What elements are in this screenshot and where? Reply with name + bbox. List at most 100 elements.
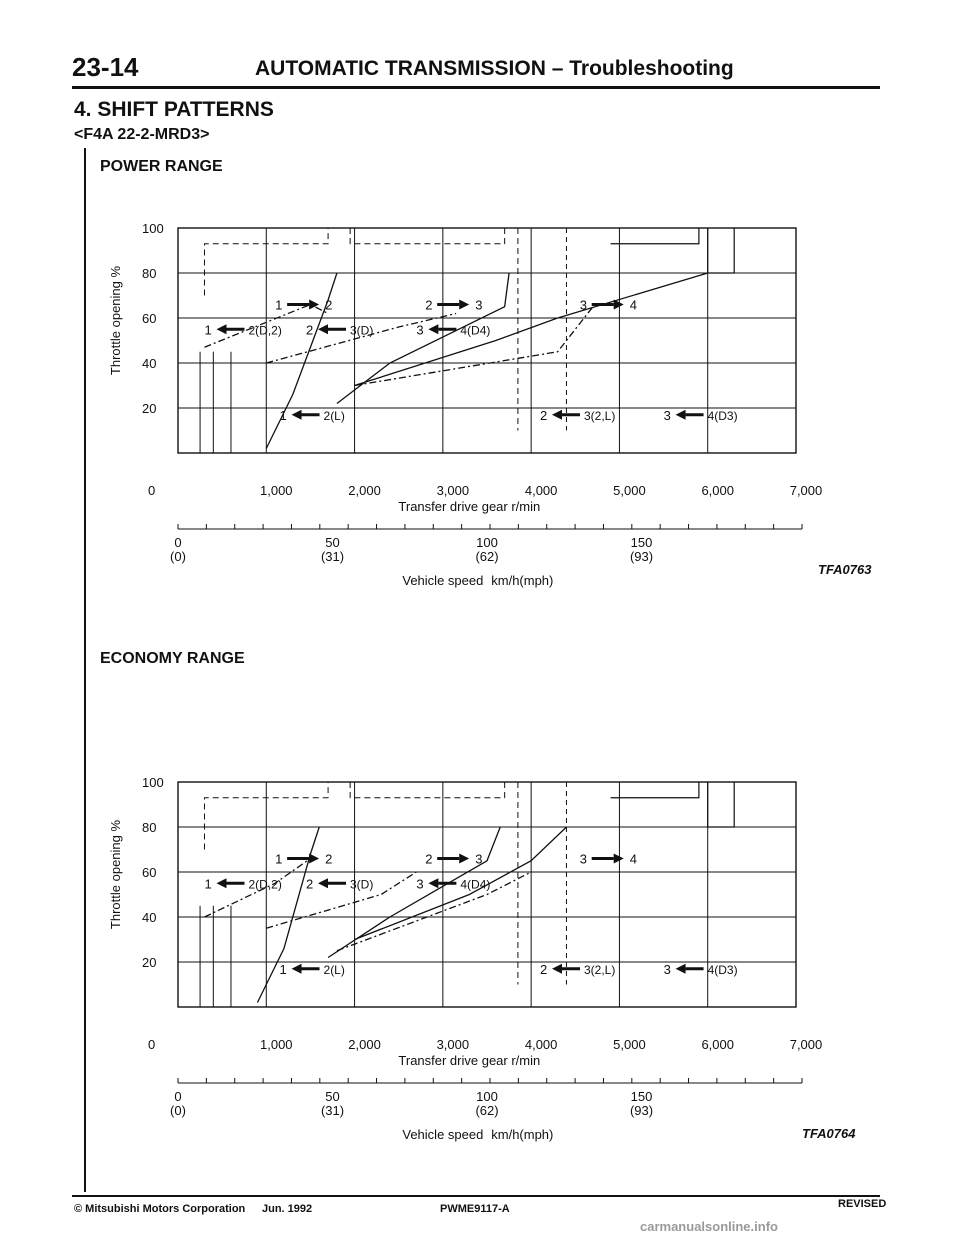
speed-tick-label: 150 bbox=[631, 535, 653, 550]
label-up-1-2-to: 2 bbox=[325, 852, 332, 867]
label-down-4-3-to: 3 bbox=[416, 876, 423, 891]
label-down-4d3-3-to: 3 bbox=[664, 408, 671, 423]
label-up-1-2-from: 1 bbox=[275, 852, 282, 867]
header-title: AUTOMATIC TRANSMISSION – Troubleshooting bbox=[255, 57, 734, 80]
x-tick-label: 4,000 bbox=[525, 1037, 558, 1052]
y-tick-label: 80 bbox=[142, 820, 156, 835]
shift-curve-3-2-downshift bbox=[266, 871, 417, 929]
label-down-2-1-from: 2(D,2) bbox=[248, 323, 281, 337]
footer-copyright: © Mitsubishi Motors Corporation bbox=[74, 1203, 246, 1215]
label-down-3-2-from: 3(D) bbox=[350, 877, 373, 891]
y-tick-label: 40 bbox=[142, 356, 156, 371]
label-down-32l-2-to: 2 bbox=[540, 962, 547, 977]
header-rule bbox=[72, 86, 880, 89]
speed-axis-unit: km/h(mph) bbox=[491, 573, 553, 588]
shift-curve-1-2-upshift bbox=[265, 272, 338, 449]
speed-tick-label-mph: (93) bbox=[630, 1103, 653, 1118]
economy-figure-code: TFA0764 bbox=[802, 1126, 856, 1141]
power-range-title: POWER RANGE bbox=[100, 158, 223, 175]
speed-tick-label-mph: (62) bbox=[475, 549, 498, 564]
label-up-2-3-to: 3 bbox=[475, 852, 482, 867]
label-up-2-3-to: 3 bbox=[475, 298, 482, 313]
label-down-2l-1-to: 1 bbox=[280, 408, 287, 423]
footer-rule bbox=[72, 1195, 880, 1197]
label-up-1-2-to: 2 bbox=[325, 298, 332, 313]
x-tick-label: 2,000 bbox=[348, 1037, 381, 1052]
y-tick-label: 80 bbox=[142, 266, 156, 281]
x-tick-label: 3,000 bbox=[437, 1037, 470, 1052]
y-tick-label: 100 bbox=[142, 775, 164, 790]
arrow-down-4d3-3-head bbox=[675, 409, 686, 420]
footer-date: Jun. 1992 bbox=[262, 1203, 313, 1215]
footer-pub-code: PWME9117-A bbox=[440, 1203, 510, 1215]
wot-boundary bbox=[707, 228, 735, 274]
model-code: <F4A 22-2-MRD3> bbox=[74, 126, 210, 143]
label-up-3-4-from: 3 bbox=[580, 298, 587, 313]
x-axis-label: Transfer drive gear r/min bbox=[398, 1053, 540, 1068]
x-tick-label: 1,000 bbox=[260, 1037, 293, 1052]
arrow-up-1-2-head bbox=[309, 853, 320, 864]
arrow-down-2l-1-head bbox=[291, 409, 302, 420]
y-tick-label: 0 bbox=[148, 483, 155, 498]
label-down-4d3-3-from: 4(D3) bbox=[708, 963, 738, 977]
speed-axis-label: Vehicle speed bbox=[402, 573, 483, 588]
arrow-up-3-4-head bbox=[613, 299, 624, 310]
economy-range-title: ECONOMY RANGE bbox=[100, 650, 245, 667]
arrow-down-32l-2-head bbox=[551, 409, 562, 420]
arrow-down-4-3-head bbox=[428, 878, 439, 889]
power-figure-code: TFA0763 bbox=[818, 562, 872, 577]
x-tick-label: 5,000 bbox=[613, 483, 646, 498]
label-down-3-2-to: 2 bbox=[306, 322, 313, 337]
speed-tick-label: 100 bbox=[476, 1089, 498, 1104]
speed-tick-label: 0 bbox=[174, 1089, 181, 1104]
label-down-3-2-to: 2 bbox=[306, 876, 313, 891]
speed-tick-label: 150 bbox=[631, 1089, 653, 1104]
speed-tick-label: 0 bbox=[174, 535, 181, 550]
footer-revised: REVISED bbox=[838, 1198, 887, 1210]
x-tick-label: 1,000 bbox=[260, 483, 293, 498]
x-tick-label: 4,000 bbox=[525, 483, 558, 498]
wot-boundary bbox=[203, 782, 329, 850]
wot-boundary bbox=[349, 228, 506, 245]
y-tick-label: 20 bbox=[142, 401, 156, 416]
speed-tick-label: 100 bbox=[476, 535, 498, 550]
arrow-down-3-2-head bbox=[318, 878, 329, 889]
label-down-32l-2-from: 3(2,L) bbox=[584, 963, 615, 977]
y-axis-label: Throttle opening % bbox=[108, 819, 123, 929]
wot-boundary bbox=[203, 228, 329, 296]
label-down-4-3-to: 3 bbox=[416, 322, 423, 337]
label-up-1-2-from: 1 bbox=[275, 298, 282, 313]
x-tick-label: 3,000 bbox=[437, 483, 470, 498]
arrow-up-3-4-head bbox=[613, 853, 624, 864]
label-down-2l-1-from: 2(L) bbox=[324, 963, 345, 977]
section-title: 4. SHIFT PATTERNS bbox=[74, 98, 274, 121]
watermark: carmanualsonline.info bbox=[640, 1219, 778, 1234]
speed-tick-label-mph: (0) bbox=[170, 549, 186, 564]
shift-curve-3-2-downshift bbox=[266, 312, 457, 364]
y-tick-label: 40 bbox=[142, 910, 156, 925]
x-tick-label: 7,000 bbox=[790, 483, 823, 498]
speed-tick-label: 50 bbox=[325, 535, 339, 550]
label-down-4d3-3-from: 4(D3) bbox=[708, 409, 738, 423]
arrow-down-2-1-head bbox=[216, 878, 227, 889]
speed-tick-label-mph: (93) bbox=[630, 549, 653, 564]
speed-tick-label-mph: (62) bbox=[475, 1103, 498, 1118]
plot-frame bbox=[177, 781, 797, 1008]
shift-curve-3-4-upshift bbox=[354, 826, 567, 941]
x-tick-label: 7,000 bbox=[790, 1037, 823, 1052]
y-tick-label: 60 bbox=[142, 311, 156, 326]
label-down-3-2-from: 3(D) bbox=[350, 323, 373, 337]
speed-tick-label: 50 bbox=[325, 1089, 339, 1104]
shift-curve-4-3-downshift bbox=[336, 871, 532, 952]
speed-tick-label-mph: (31) bbox=[321, 549, 344, 564]
arrow-down-3-2-head bbox=[318, 324, 329, 335]
label-up-2-3-from: 2 bbox=[425, 298, 432, 313]
y-tick-label: 100 bbox=[142, 221, 164, 236]
label-down-4-3-from: 4(D4) bbox=[460, 323, 490, 337]
arrow-up-2-3-head bbox=[459, 299, 470, 310]
y-tick-label: 20 bbox=[142, 955, 156, 970]
arrow-down-4d3-3-head bbox=[675, 963, 686, 974]
label-down-4d3-3-to: 3 bbox=[664, 962, 671, 977]
arrow-down-2l-1-head bbox=[291, 963, 302, 974]
